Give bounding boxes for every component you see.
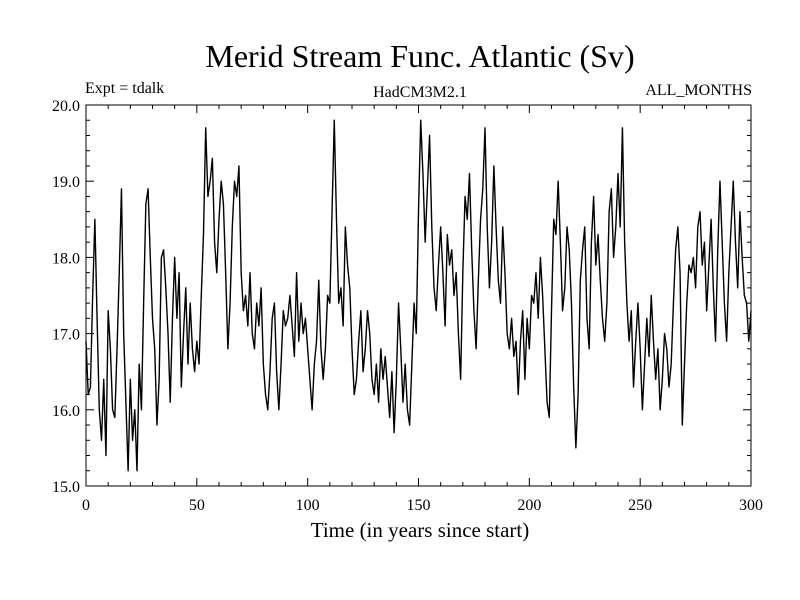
- y-tick-label: 18.0: [52, 250, 80, 267]
- model-label: HadCM3M2.1: [373, 84, 467, 101]
- x-tick-label: 150: [407, 497, 431, 514]
- x-tick-label: 50: [189, 497, 205, 514]
- y-axis: 15.0 16.0 17.0 18.0 19.0 20.0: [52, 98, 751, 496]
- period-label: ALL_MONTHS: [645, 82, 752, 99]
- x-tick-label: 300: [739, 497, 763, 514]
- experiment-label: Expt = tdalk: [85, 80, 164, 97]
- y-tick-label: 17.0: [52, 327, 80, 344]
- x-axis: 0 50 100 150 200 250 300: [82, 105, 763, 514]
- y-tick-label: 16.0: [52, 403, 80, 420]
- x-axis-title: Time (in years since start): [311, 518, 530, 542]
- y-tick-label: 15.0: [52, 479, 80, 496]
- x-tick-label: 100: [296, 497, 320, 514]
- y-tick-label: 20.0: [52, 98, 80, 115]
- chart-title: Merid Stream Func. Atlantic (Sv): [205, 38, 634, 74]
- x-tick-label: 250: [628, 497, 652, 514]
- x-tick-label: 0: [82, 497, 90, 514]
- y-tick-label: 19.0: [52, 174, 80, 191]
- x-tick-label: 200: [517, 497, 541, 514]
- series-line: [85, 119, 752, 472]
